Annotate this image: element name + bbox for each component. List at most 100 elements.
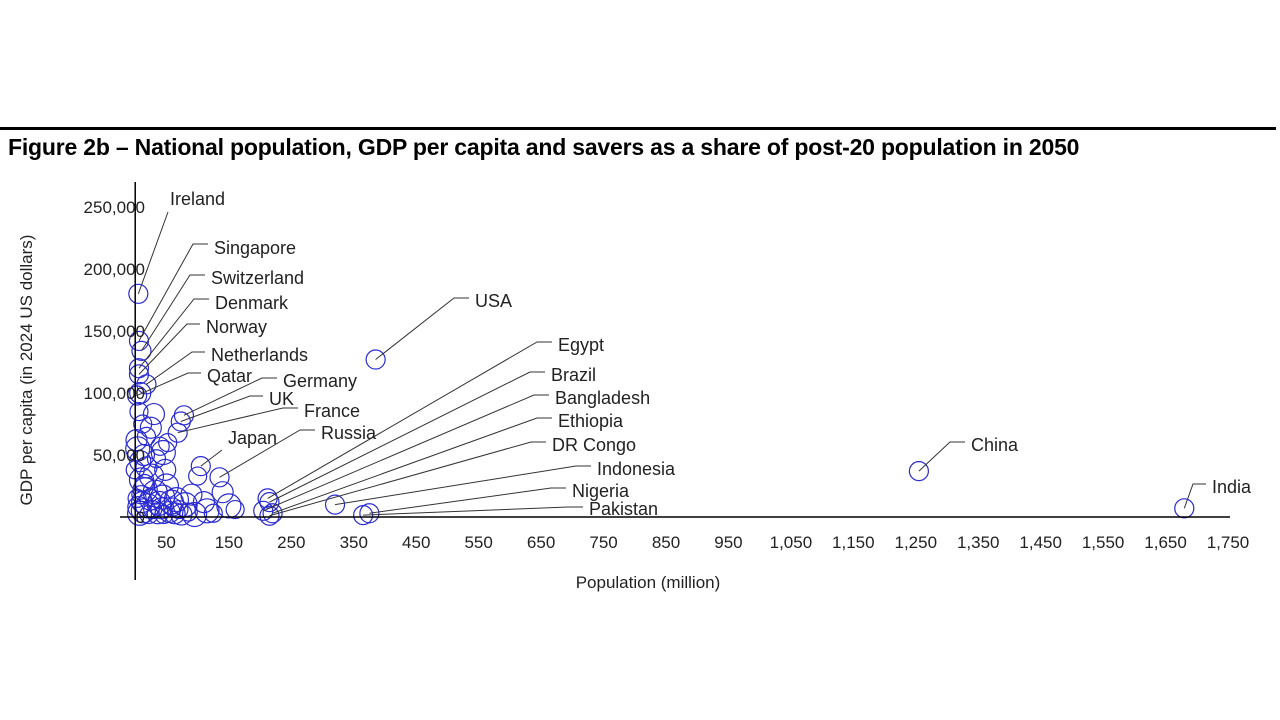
x-tick-label: 250: [277, 533, 305, 552]
y-tick-label: 250,000: [84, 198, 145, 217]
point-label: USA: [475, 291, 512, 311]
x-tick-label: 550: [464, 533, 492, 552]
data-point: [136, 426, 157, 446]
leader-line: [138, 298, 209, 369]
y-tick-label: 0: [136, 508, 145, 527]
point-label: Pakistan: [589, 499, 658, 519]
leader-line: [369, 487, 566, 514]
data-point: [125, 429, 148, 452]
point-label: Indonesia: [597, 459, 676, 479]
data-point: [139, 488, 162, 511]
point-label: Japan: [228, 428, 277, 448]
point-label: Nigeria: [572, 481, 630, 501]
x-tick-label: 350: [340, 533, 368, 552]
leader-line: [272, 417, 552, 514]
point-label: Ireland: [170, 189, 225, 209]
data-point: [129, 402, 149, 422]
data-point-usa: [365, 349, 386, 370]
data-point: [139, 504, 159, 525]
data-point: [203, 503, 223, 523]
data-point: [154, 458, 177, 481]
data-point: [180, 483, 203, 506]
point-label: Netherlands: [211, 345, 308, 365]
point-label: Ethiopia: [558, 411, 624, 431]
leader-line: [263, 394, 549, 512]
data-point: [150, 439, 176, 466]
y-tick-label: 100,000: [84, 384, 145, 403]
x-tick-label: 1,250: [895, 533, 938, 552]
data-point-switzerland: [131, 340, 152, 361]
leader-line: [269, 371, 545, 503]
leader-line: [219, 429, 315, 478]
data-point: [138, 463, 165, 489]
x-tick-label: 650: [527, 533, 555, 552]
data-points: [125, 283, 1195, 528]
data-point-france: [167, 422, 188, 443]
leader-line: [137, 211, 169, 294]
leader-line: [138, 323, 200, 375]
x-tick-label: 50: [157, 533, 176, 552]
point-label: DR Congo: [552, 435, 636, 455]
x-axis-title: Population (million): [576, 573, 721, 592]
point-label: Bangladesh: [555, 388, 650, 408]
data-point: [194, 498, 220, 524]
x-tick-label: 850: [652, 533, 680, 552]
x-tick-label: 1,050: [770, 533, 813, 552]
data-point-norway: [128, 364, 150, 385]
point-label: Qatar: [207, 366, 252, 386]
x-tick-label: 450: [402, 533, 430, 552]
leader-line: [146, 351, 205, 385]
leader-line: [177, 407, 298, 434]
data-point-japan: [190, 456, 211, 477]
leader-line: [136, 372, 201, 396]
x-axis-tick-labels: 50 150 250 350 450 550 650 750 850 950 1,050 1,150 1…: [157, 533, 1249, 552]
leader-line: [200, 449, 223, 467]
data-point-russia: [209, 467, 230, 488]
leader-line: [363, 506, 583, 516]
x-tick-label: 1,350: [957, 533, 1000, 552]
data-point: [150, 484, 176, 510]
point-label: UK: [269, 389, 294, 409]
data-point: [150, 436, 170, 456]
point-label: Russia: [321, 423, 377, 443]
leader-line: [334, 465, 591, 506]
data-point: [163, 502, 186, 525]
x-tick-label: 750: [589, 533, 617, 552]
point-label: India: [1212, 477, 1252, 497]
data-point: [142, 402, 166, 426]
x-tick-label: 950: [714, 533, 742, 552]
y-axis-title: GDP per capita (in 2024 US dollars): [17, 235, 36, 506]
leader-line: [141, 274, 205, 352]
data-point-bangladesh: [253, 500, 274, 521]
leader-line: [269, 441, 546, 517]
x-tick-label: 1,150: [832, 533, 875, 552]
data-point-china: [908, 461, 930, 482]
point-label: Denmark: [215, 293, 289, 313]
data-point: [139, 416, 162, 439]
y-tick-label: 150,000: [84, 322, 145, 341]
data-point: [146, 449, 167, 469]
data-point: [178, 502, 198, 522]
leader-line: [375, 297, 469, 360]
data-point: [188, 466, 208, 486]
figure-top-rule: [0, 127, 1276, 130]
point-label: Switzerland: [211, 268, 304, 288]
data-point: [158, 433, 178, 453]
x-tick-label: 1,650: [1144, 533, 1187, 552]
leader-line: [183, 377, 277, 416]
x-tick-label: 1,550: [1082, 533, 1125, 552]
point-label: France: [304, 401, 360, 421]
data-point: [169, 499, 189, 520]
point-label: Norway: [206, 317, 267, 337]
leader-line: [267, 341, 552, 499]
data-point: [216, 493, 242, 519]
point-label: Brazil: [551, 365, 596, 385]
data-point-ethiopia: [262, 503, 283, 524]
figure-title: Figure 2b – National population, GDP per…: [8, 134, 1080, 160]
data-point-qatar: [126, 385, 148, 406]
data-point: [181, 501, 208, 528]
point-label: China: [971, 435, 1019, 455]
y-axis-tick-labels: 0 50,000 100,000 150,000 200,000 250,000: [84, 198, 145, 527]
point-label: Germany: [283, 371, 357, 391]
